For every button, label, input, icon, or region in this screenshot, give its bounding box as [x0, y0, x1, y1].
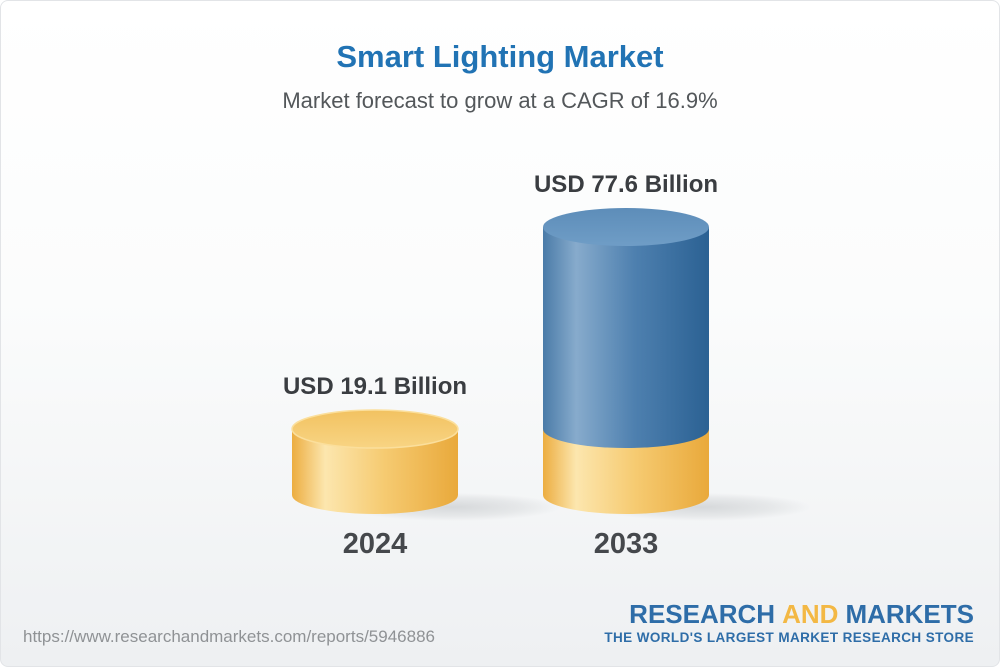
logo-word-and: AND [782, 599, 839, 629]
value-label-2024: USD 19.1 Billion [282, 373, 468, 401]
cyl-2033-top [543, 208, 709, 246]
cyl-2033-base-body [543, 429, 709, 514]
page-title: Smart Lighting Market [336, 39, 664, 74]
cylinder-2024 [291, 409, 459, 514]
year-label-2033: 2033 [593, 528, 659, 560]
logo-word-markets: MARKETS [845, 599, 974, 629]
logo-word-research: RESEARCH [629, 599, 776, 629]
logo-wordmark: RESEARCH AND MARKETS [604, 601, 974, 627]
cyl-2024-top [291, 409, 459, 449]
cyl-2033-growth-body [543, 227, 709, 449]
research-and-markets-logo: RESEARCH AND MARKETS THE WORLD'S LARGEST M… [604, 601, 974, 645]
logo-tagline: THE WORLD'S LARGEST MARKET RESEARCH STOR… [604, 630, 974, 645]
page-subtitle: Market forecast to grow at a CAGR of 16.… [282, 88, 718, 113]
cyl-2024-body [292, 429, 458, 514]
report-url[interactable]: https://www.researchandmarkets.com/repor… [23, 627, 435, 646]
cylinder-2033 [543, 208, 709, 514]
year-label-2024: 2024 [342, 528, 408, 560]
value-label-2033: USD 77.6 Billion [533, 171, 719, 198]
